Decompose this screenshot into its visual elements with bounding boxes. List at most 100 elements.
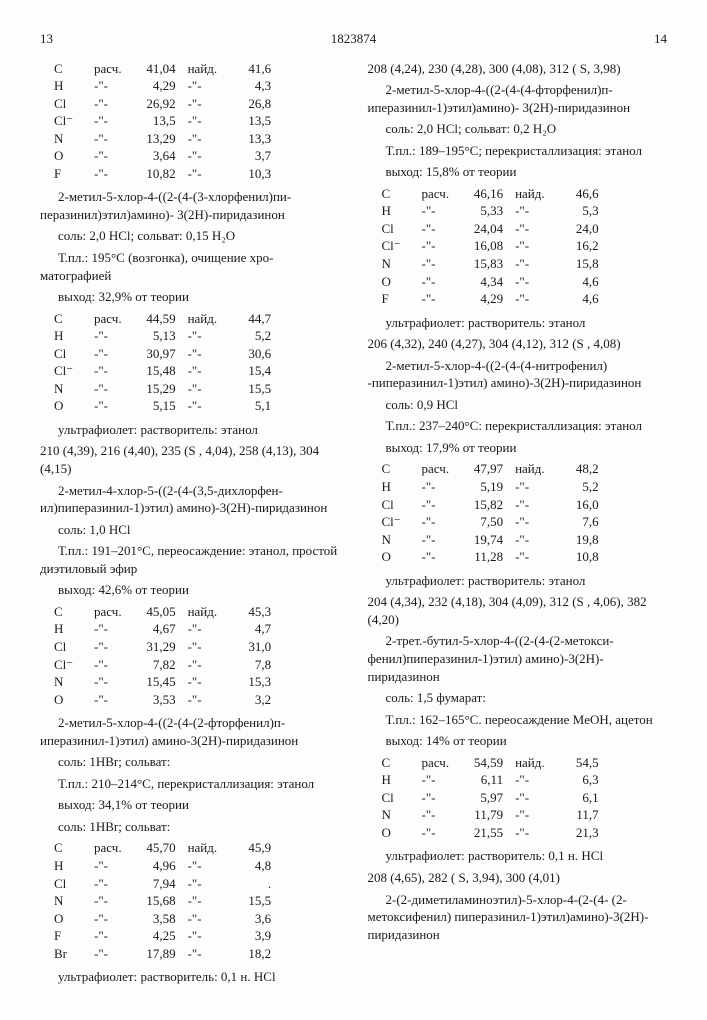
table-cell: 16,08 xyxy=(455,237,509,255)
uv-values: 208 (4,24), 230 (4,28), 300 (4,08), 312 … xyxy=(368,60,668,78)
table-row: O-"-5,15-"-5,1 xyxy=(48,397,277,415)
table-cell: 46,16 xyxy=(455,185,509,203)
table-cell: N xyxy=(48,673,88,691)
table-cell: 45,70 xyxy=(128,839,182,857)
table-cell: 10,3 xyxy=(223,165,277,183)
table-row: Cрасч.45,70найд.45,9 xyxy=(48,839,277,857)
table-cell: 19,8 xyxy=(551,531,605,549)
table-cell: 26,8 xyxy=(223,95,277,113)
table-cell: -"- xyxy=(416,202,456,220)
mp-line: Т.пл.: 210–214°C, перекристаллизация: эт… xyxy=(40,775,340,793)
table-cell: 24,0 xyxy=(551,220,605,238)
table-cell: Cl⁻ xyxy=(48,112,88,130)
compound-name: 2-метил-5-хлор-4-((2-(4-(4-фторфенил)п­и… xyxy=(368,81,668,116)
yield-line: выход: 32,9% от теории xyxy=(40,288,340,306)
table-cell: -"- xyxy=(509,513,551,531)
table-cell: 31,0 xyxy=(223,638,277,656)
uv-header: ультрафиолет: растворитель: этанол xyxy=(368,572,668,590)
table-cell: 3,2 xyxy=(223,691,277,709)
page-right: 14 xyxy=(627,30,667,48)
mp-line: Т.пл.: 162–165°C. переосаждение MeOH, ац… xyxy=(368,711,668,729)
table-cell: H xyxy=(48,77,88,95)
table-cell: найд. xyxy=(509,460,551,478)
table-row: H-"-5,33-"-5,3 xyxy=(376,202,605,220)
table-row: F-"-10,82-"-10,3 xyxy=(48,165,277,183)
table-row: N-"-15,45-"-15,3 xyxy=(48,673,277,691)
table-cell: -"- xyxy=(509,548,551,566)
table-cell: 7,8 xyxy=(223,656,277,674)
table-cell: Cl⁻ xyxy=(48,656,88,674)
table-cell: F xyxy=(48,927,88,945)
table-cell: -"- xyxy=(416,771,456,789)
analysis-table-1: Cрасч.41,04найд.41,6H-"-4,29-"-4,3Cl-"-2… xyxy=(48,60,277,183)
table-cell: -"- xyxy=(182,380,224,398)
compound-name: 2-метил-5-хлор-4-((2-(4-(2-фторфенил)п­и… xyxy=(40,714,340,749)
table-row: Cl-"-15,82-"-16,0 xyxy=(376,496,605,514)
table-cell: 4,6 xyxy=(551,273,605,291)
analysis-table-3: Cрасч.45,05найд.45,3H-"-4,67-"-4,7Cl-"-3… xyxy=(48,603,277,708)
table-cell: -"- xyxy=(509,789,551,807)
table-cell: 10,82 xyxy=(128,165,182,183)
table-cell: -"- xyxy=(88,130,128,148)
two-column-layout: Cрасч.41,04найд.41,6H-"-4,29-"-4,3Cl-"-2… xyxy=(40,56,667,990)
table-cell: -"- xyxy=(509,237,551,255)
yield-line: выход: 14% от теории xyxy=(368,732,668,750)
table-cell: 6,11 xyxy=(455,771,509,789)
table-cell: 15,4 xyxy=(223,362,277,380)
table-row: Cl-"-7,94-"-. xyxy=(48,875,277,893)
table-cell: 11,79 xyxy=(455,806,509,824)
table-cell: H xyxy=(376,202,416,220)
analysis-table-2: Cрасч.44,59найд.44,7H-"-5,13-"-5,2Cl-"-3… xyxy=(48,310,277,415)
table-cell: найд. xyxy=(182,60,224,78)
table-cell: найд. xyxy=(509,754,551,772)
table-cell: расч. xyxy=(88,310,128,328)
table-cell: -"- xyxy=(182,620,224,638)
table-row: Cрасч.45,05найд.45,3 xyxy=(48,603,277,621)
table-cell: 18,2 xyxy=(223,945,277,963)
table-row: Br-"-17,89-"-18,2 xyxy=(48,945,277,963)
table-cell: -"- xyxy=(88,95,128,113)
table-cell: найд. xyxy=(182,603,224,621)
table-cell: O xyxy=(376,273,416,291)
table-cell: 30,97 xyxy=(128,345,182,363)
salt-line: соль: 1,0 HCl xyxy=(40,521,340,539)
table-cell: C xyxy=(48,839,88,857)
table-cell: -"- xyxy=(88,927,128,945)
table-row: N-"-19,74-"-19,8 xyxy=(376,531,605,549)
table-cell: 4,34 xyxy=(455,273,509,291)
table-cell: -"- xyxy=(416,290,456,308)
table-cell: O xyxy=(48,397,88,415)
table-cell: -"- xyxy=(509,273,551,291)
table-cell: 7,6 xyxy=(551,513,605,531)
table-cell: N xyxy=(376,255,416,273)
table-cell: -"- xyxy=(509,478,551,496)
table-cell: H xyxy=(376,771,416,789)
table-cell: 13,5 xyxy=(223,112,277,130)
mp-line: Т.пл.: 191–201°C, переосаждение: эта­нол… xyxy=(40,542,340,577)
table-cell: -"- xyxy=(88,147,128,165)
table-cell: 41,6 xyxy=(223,60,277,78)
table-cell: -"- xyxy=(88,362,128,380)
table-cell: 13,5 xyxy=(128,112,182,130)
table-cell: -"- xyxy=(509,290,551,308)
table-cell: O xyxy=(376,548,416,566)
table-cell: 54,5 xyxy=(551,754,605,772)
table-cell: -"- xyxy=(416,789,456,807)
table-cell: -"- xyxy=(182,130,224,148)
table-cell: расч. xyxy=(88,839,128,857)
table-cell: 5,13 xyxy=(128,327,182,345)
yield-line: выход: 17,9% от теории xyxy=(368,439,668,457)
table-cell: -"- xyxy=(88,892,128,910)
table-cell: 5,1 xyxy=(223,397,277,415)
salt-line: соль: 1,5 фумарат: xyxy=(368,689,668,707)
mp-line: Т.пл.: 195°C (возгонка), очищение хро­ма… xyxy=(40,249,340,284)
table-cell: C xyxy=(48,60,88,78)
table-cell: -"- xyxy=(88,327,128,345)
table-cell: -"- xyxy=(182,165,224,183)
table-cell: -"- xyxy=(88,673,128,691)
compound-name: 2-трет.-бутил-5-хлор-4-((2-(4-(2-метокси… xyxy=(368,632,668,685)
table-row: Cl-"-31,29-"-31,0 xyxy=(48,638,277,656)
table-cell: расч. xyxy=(416,185,456,203)
table-cell: 3,7 xyxy=(223,147,277,165)
table-row: O-"-21,55-"-21,3 xyxy=(376,824,605,842)
